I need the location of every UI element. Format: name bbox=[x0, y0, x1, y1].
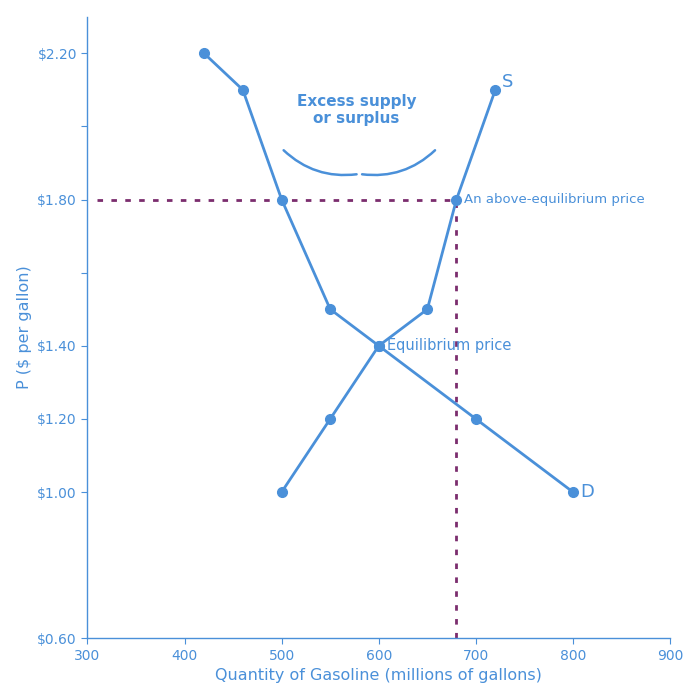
X-axis label: Quantity of Gasoline (millions of gallons): Quantity of Gasoline (millions of gallon… bbox=[216, 668, 542, 683]
Text: Excess supply
or surplus: Excess supply or surplus bbox=[297, 94, 416, 127]
Text: D: D bbox=[580, 483, 594, 501]
Text: S: S bbox=[502, 74, 514, 92]
Text: Equilibrium price: Equilibrium price bbox=[386, 338, 511, 354]
Y-axis label: P ($ per gallon): P ($ per gallon) bbox=[17, 265, 32, 389]
Text: An above-equilibrium price: An above-equilibrium price bbox=[464, 193, 645, 206]
